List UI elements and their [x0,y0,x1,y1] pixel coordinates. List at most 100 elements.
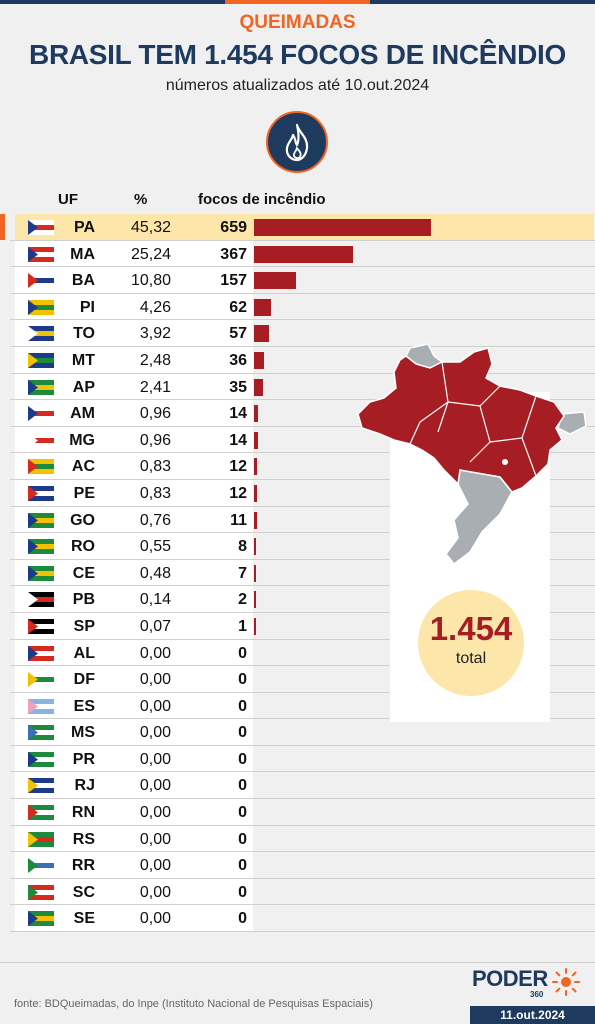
row-cells: DF 0,00 0 [15,666,253,692]
kicker: QUEIMADAS [239,12,356,33]
flag-icon [28,645,54,661]
flag-icon [28,751,54,767]
page-subtitle: números atualizados até 10.out.2024 [165,77,430,94]
flag-icon [28,379,54,395]
row-marker [0,214,5,240]
state-code: AP [72,378,95,396]
row-cells: TO 3,92 57 [15,320,253,346]
bar [254,564,256,582]
state-code: SP [73,617,95,635]
header-percent: % [134,191,148,208]
row-cells: PB 0,14 2 [15,586,253,612]
state-count: 0 [238,804,247,822]
bar [254,484,258,502]
row-cells: RR 0,00 0 [15,852,253,878]
state-count: 36 [229,351,247,369]
table-row: GO 0,76 11 [10,506,595,534]
flag-icon [28,220,54,235]
brazil-map [357,343,587,566]
flag-icon [28,406,54,422]
state-code: CE [72,564,95,582]
table-row: AM 0,96 14 [10,400,595,427]
flag-icon [28,592,54,608]
flag-icon [28,459,54,475]
row-cells: AP 2,41 35 [15,373,253,400]
map-burned-region [357,347,565,493]
row-cells: MG 0,96 14 [15,426,253,453]
fire-icon [266,111,328,173]
source-note: fonte: BDQueimadas, do Inpe (Instituto N… [14,998,373,1010]
row-cells: RN 0,00 0 [15,799,253,825]
state-percent: 0,00 [139,750,171,768]
table-row: MS 0,00 0 [10,719,595,746]
bar [254,378,264,396]
state-count: 8 [238,538,247,556]
state-code: RO [71,538,95,556]
state-code: RR [71,857,95,875]
map-gray-south [445,469,513,566]
state-count: 12 [229,484,247,502]
row-cells: PI 4,26 62 [15,293,253,320]
state-code: AM [70,405,95,423]
state-count: 57 [229,325,247,343]
state-percent: 0,00 [139,804,171,822]
footer-rule [0,962,595,963]
bar [254,245,353,263]
table-row: AP 2,41 35 [10,373,595,401]
sun-icon [552,968,580,996]
state-percent: 2,48 [139,351,171,369]
flag-icon [28,911,54,927]
state-count: 0 [238,883,247,901]
state-code: AC [71,458,95,476]
state-percent: 0,55 [139,538,171,556]
state-percent: 0,00 [139,830,171,848]
top-accent [225,0,370,4]
flag-icon [28,432,54,448]
brand-word: PODER [472,966,548,991]
row-cells: AM 0,96 14 [15,400,253,426]
map-gray-east [557,411,587,435]
flag-icon [28,246,54,262]
table-row: AL 0,00 0 [10,639,595,667]
row-cells: MT 2,48 36 [15,346,253,373]
total-badge: 1.454 total [418,590,524,696]
row-cells: AL 0,00 0 [15,639,253,666]
flag-icon [28,698,54,714]
row-cells: SP 0,07 1 [15,612,253,639]
row-cells: PR 0,00 0 [15,745,253,772]
state-count: 0 [238,724,247,742]
state-percent: 0,00 [139,644,171,662]
row-cells: PE 0,83 12 [15,479,253,506]
total-label: total [455,650,487,667]
flag-icon [28,778,54,794]
state-count: 157 [220,272,247,290]
state-percent: 0,00 [139,777,171,795]
state-count: 7 [238,564,247,582]
state-code: RS [72,830,95,848]
page-title: BRASIL TEM 1.454 FOCOS DE INCÊNDIO [29,39,566,70]
table-row: PR 0,00 0 [10,745,595,773]
table-row: ES 0,00 0 [10,692,595,720]
table-row: SE 0,00 0 [10,905,595,933]
flag-icon [28,672,54,688]
state-table: PA 45,32 659 MA 25,24 367 BA 10,80 157 PI 4,26 62 TO… [0,214,595,933]
table-row: PI 4,26 62 [10,293,595,321]
header-uf: UF [58,191,78,208]
row-cells: CE 0,48 7 [15,559,253,586]
flag-icon [28,485,54,501]
state-code: PI [79,298,95,316]
table-row: RR 0,00 0 [10,852,595,879]
state-count: 14 [229,431,247,449]
state-count: 11 [230,511,247,529]
map-state-lines [409,361,537,477]
row-cells: BA 10,80 157 [15,267,253,293]
state-count: 12 [229,458,247,476]
table-row: SC 0,00 0 [10,878,595,906]
state-percent: 0,00 [139,697,171,715]
state-code: PE [73,484,95,502]
flag-icon [28,512,54,528]
publish-date: 11.out.2024 [470,1006,595,1024]
state-code: AL [73,644,95,662]
bar [254,617,256,635]
state-count: 659 [220,219,247,236]
